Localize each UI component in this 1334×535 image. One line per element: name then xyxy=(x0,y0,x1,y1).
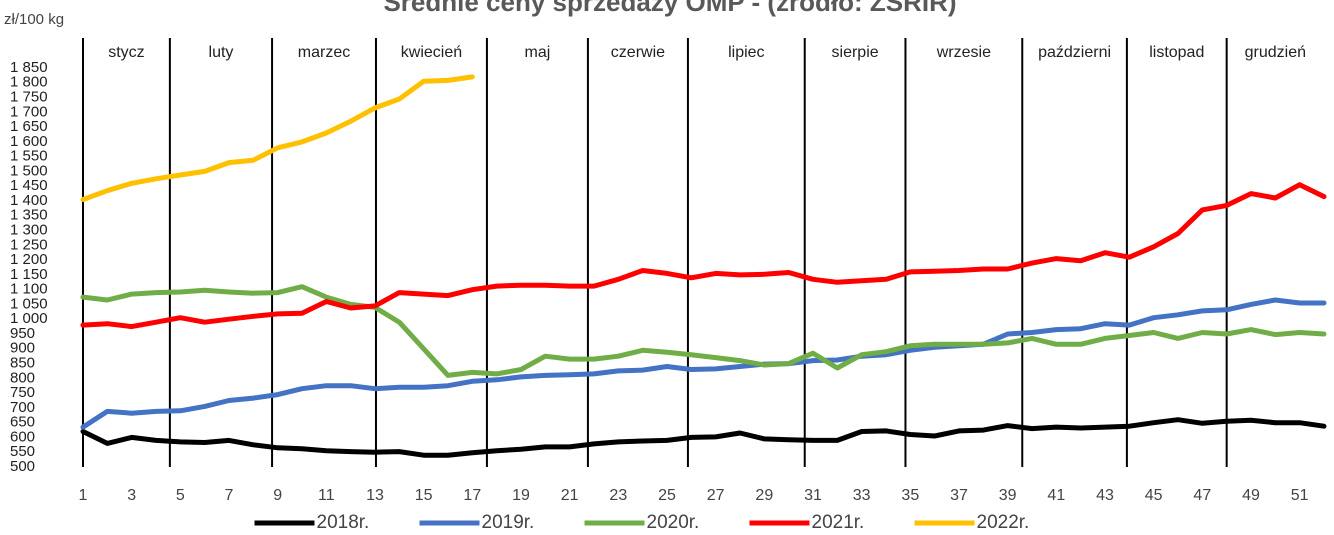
y-tick-label: 1 350 xyxy=(10,207,48,224)
x-tick-label: 7 xyxy=(225,487,234,504)
y-tick-label: 1 550 xyxy=(10,148,48,165)
x-tick-label: 13 xyxy=(366,487,384,504)
x-tick-label: 25 xyxy=(658,487,676,504)
month-label: kwiecień xyxy=(401,44,462,61)
y-axis-label: zł/100 kg xyxy=(4,11,64,28)
y-tick-label: 1 700 xyxy=(10,103,48,120)
month-label: listopad xyxy=(1149,44,1204,61)
y-tick-label: 1 200 xyxy=(10,251,48,268)
month-label: wrzesie xyxy=(936,44,991,61)
y-tick-label: 900 xyxy=(10,340,35,357)
series-line xyxy=(80,284,1327,378)
y-tick-label: 750 xyxy=(10,384,35,401)
y-tick-label: 700 xyxy=(10,399,35,416)
y-tick-label: 600 xyxy=(10,428,35,445)
x-tick-label: 9 xyxy=(273,487,282,504)
legend-label: 2018r. xyxy=(317,512,370,533)
x-tick-label: 15 xyxy=(415,487,433,504)
x-tick-label: 1 xyxy=(79,487,88,504)
x-tick-label: 37 xyxy=(950,487,968,504)
x-tick-label: 51 xyxy=(1291,487,1309,504)
x-tick-label: 17 xyxy=(463,487,481,504)
y-tick-label: 550 xyxy=(10,443,35,460)
y-tick-label: 850 xyxy=(10,355,35,372)
y-tick-label: 1 500 xyxy=(10,162,48,179)
y-tick-label: 1 800 xyxy=(10,74,48,91)
month-label: październi xyxy=(1038,44,1111,61)
legend-label: 2022r. xyxy=(977,512,1030,533)
month-label: lipiec xyxy=(728,44,764,61)
y-tick-label: 1 100 xyxy=(10,281,48,298)
month-label: grudzień xyxy=(1245,44,1306,61)
y-tick-label: 1 750 xyxy=(10,89,48,106)
month-label: maj xyxy=(525,44,551,61)
month-label: czerwie xyxy=(611,44,665,61)
y-tick-label: 1 450 xyxy=(10,177,48,194)
month-label: marzec xyxy=(298,44,350,61)
x-tick-label: 21 xyxy=(561,487,579,504)
series-line xyxy=(80,417,1327,458)
month-label: stycz xyxy=(108,44,144,61)
legend-label: 2019r. xyxy=(482,512,535,533)
month-label: sierpie xyxy=(832,44,879,61)
x-tick-label: 27 xyxy=(707,487,725,504)
chart-title: Średnie ceny sprzedaży OMP - (źródło: ZS… xyxy=(383,0,956,17)
y-tick-label: 1 250 xyxy=(10,236,48,253)
y-tick-label: 1 000 xyxy=(10,310,48,327)
y-tick-label: 1 650 xyxy=(10,118,48,135)
x-tick-label: 31 xyxy=(804,487,822,504)
x-tick-label: 43 xyxy=(1096,487,1114,504)
y-tick-label: 500 xyxy=(10,458,35,475)
x-tick-label: 47 xyxy=(1193,487,1211,504)
x-tick-label: 3 xyxy=(127,487,136,504)
x-tick-label: 41 xyxy=(1047,487,1065,504)
x-tick-label: 33 xyxy=(853,487,871,504)
y-tick-label: 1 150 xyxy=(10,266,48,283)
series-line xyxy=(80,74,475,202)
y-tick-label: 1 600 xyxy=(10,133,48,150)
x-tick-label: 23 xyxy=(609,487,627,504)
legend-label: 2020r. xyxy=(647,512,700,533)
y-tick-label: 1 300 xyxy=(10,222,48,239)
month-label: luty xyxy=(209,44,234,61)
y-tick-label: 1 400 xyxy=(10,192,48,209)
x-tick-label: 11 xyxy=(318,487,335,504)
x-tick-label: 49 xyxy=(1242,487,1260,504)
y-tick-label: 1 850 xyxy=(10,59,48,76)
x-tick-label: 19 xyxy=(512,487,530,504)
series-line xyxy=(80,182,1327,330)
y-tick-label: 1 050 xyxy=(10,295,48,312)
x-tick-label: 5 xyxy=(176,487,185,504)
series-line xyxy=(80,297,1327,430)
x-tick-label: 29 xyxy=(755,487,773,504)
y-tick-label: 650 xyxy=(10,414,35,431)
legend-label: 2021r. xyxy=(812,512,865,533)
y-tick-label: 950 xyxy=(10,325,35,342)
y-tick-label: 800 xyxy=(10,369,35,386)
x-tick-label: 35 xyxy=(901,487,919,504)
x-tick-label: 39 xyxy=(999,487,1017,504)
x-tick-label: 45 xyxy=(1145,487,1163,504)
